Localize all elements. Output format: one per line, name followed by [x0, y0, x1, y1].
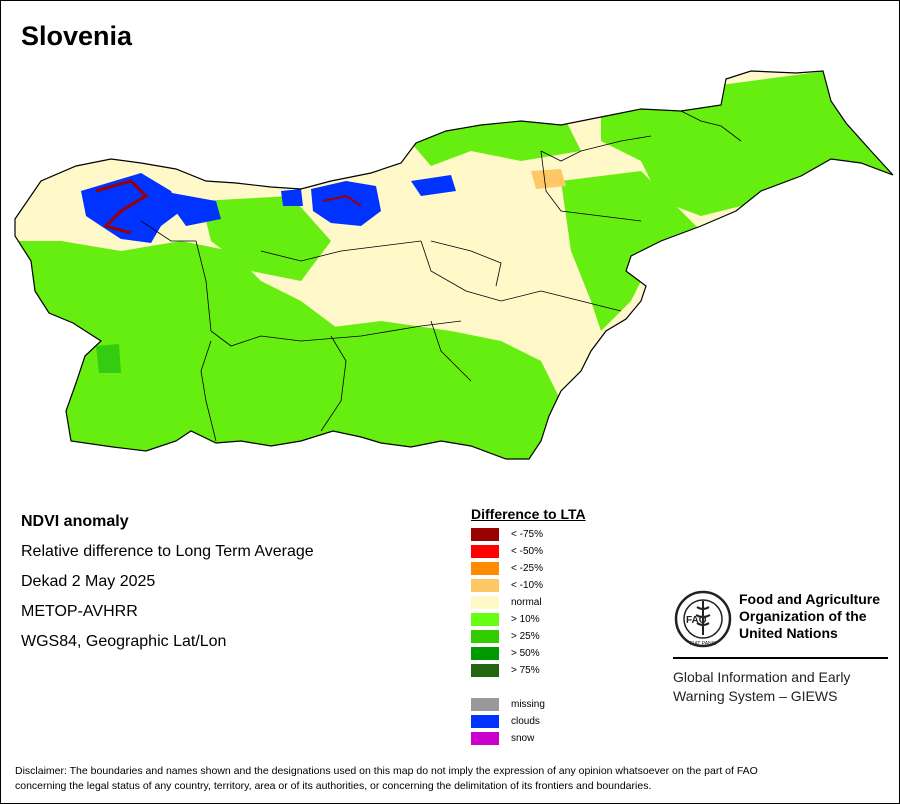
- legend-swatch: [471, 528, 499, 541]
- legend-label: missing: [511, 699, 545, 710]
- disclaimer: Disclaimer: The boundaries and names sho…: [15, 764, 885, 794]
- country-map: [14, 70, 894, 460]
- fao-logo-motto: FIAT PANIS: [690, 641, 717, 647]
- legend-item: clouds: [471, 713, 586, 730]
- anomaly-streak-central: [322, 194, 362, 207]
- legend-label: < -25%: [511, 563, 543, 574]
- disclaimer-line2: concerning the legal status of any count…: [15, 780, 652, 792]
- legend-label: < -75%: [511, 529, 543, 540]
- giews-line2: Warning System – GIEWS: [673, 688, 838, 704]
- fao-org-line2: Organization of the: [739, 608, 867, 624]
- fao-org-line1: Food and Agriculture: [739, 591, 881, 607]
- legend-swatch: [471, 579, 499, 592]
- legend-item: > 25%: [471, 628, 586, 645]
- legend-label: < -50%: [511, 546, 543, 557]
- legend-item: normal: [471, 594, 586, 611]
- legend-swatch: [471, 647, 499, 660]
- region-boundaries: [140, 110, 742, 442]
- ndvi-secondary-patch: [96, 344, 121, 373]
- legend-label: < -10%: [511, 580, 543, 591]
- legend-item: snow: [471, 730, 586, 747]
- legend-items: < -75% < -50% < -25% < -10% normal > 10% > 25%…: [471, 526, 586, 679]
- legend: Difference to LTA < -75% < -50% < -25% < -1…: [471, 506, 586, 747]
- cloud-patch-north: [161, 191, 221, 226]
- ndvi-green-south: [301, 321, 561, 459]
- fao-logo: FAO FIAT PANIS: [674, 590, 732, 648]
- info-panel: NDVI anomaly Relative difference to Long…: [21, 511, 314, 661]
- info-heading: NDVI anomaly: [21, 513, 129, 530]
- legend-swatch: [471, 732, 499, 745]
- legend-swatch: [471, 715, 499, 728]
- legend-swatch: [471, 664, 499, 677]
- legend-item: < -75%: [471, 526, 586, 543]
- anomaly-streak-west: [95, 179, 149, 235]
- legend-item: < -10%: [471, 577, 586, 594]
- legend-item: > 10%: [471, 611, 586, 628]
- ndvi-green-north: [401, 111, 581, 166]
- info-projection: WGS84, Geographic Lat/Lon: [21, 633, 227, 650]
- legend-swatch: [471, 630, 499, 643]
- legend-swatch: [471, 596, 499, 609]
- ndvi-green-east: [561, 171, 701, 331]
- info-sensor: METOP-AVHRR: [21, 603, 138, 620]
- legend-label: normal: [511, 597, 542, 608]
- legend-label: > 10%: [511, 614, 540, 625]
- legend-item: > 75%: [471, 662, 586, 679]
- giews-name: Global Information and Early Warning Sys…: [673, 668, 850, 706]
- legend-swatch: [471, 562, 499, 575]
- fao-org-name: Food and Agriculture Organization of the…: [739, 591, 880, 642]
- legend-item: missing: [471, 696, 586, 713]
- info-subtitle: Relative difference to Long Term Average: [21, 543, 314, 560]
- legend-extra-items: missing clouds snow: [471, 696, 586, 747]
- fao-divider: [673, 657, 888, 659]
- legend-label: clouds: [511, 716, 540, 727]
- legend-swatch: [471, 613, 499, 626]
- cloud-patch-small: [281, 189, 303, 206]
- cloud-patch-east: [411, 175, 456, 196]
- giews-line1: Global Information and Early: [673, 669, 851, 685]
- fao-logo-text: FAO: [686, 615, 707, 626]
- legend-item: < -25%: [471, 560, 586, 577]
- legend-label: snow: [511, 733, 535, 744]
- country-outline: [14, 70, 894, 460]
- map-title: Slovenia: [21, 21, 133, 51]
- legend-title: Difference to LTA: [471, 506, 586, 522]
- legend-swatch: [471, 545, 499, 558]
- fao-org-line3: United Nations: [739, 625, 838, 641]
- cloud-patch-central: [311, 181, 381, 226]
- legend-item: > 50%: [471, 645, 586, 662]
- legend-label: > 75%: [511, 665, 540, 676]
- legend-swatch: [471, 698, 499, 711]
- legend-label: > 50%: [511, 648, 540, 659]
- legend-item: < -50%: [471, 543, 586, 560]
- disclaimer-line1: Disclaimer: The boundaries and names sho…: [15, 765, 758, 777]
- anomaly-patch-orange: [531, 169, 566, 189]
- info-period: Dekad 2 May 2025: [21, 573, 156, 590]
- legend-label: > 25%: [511, 631, 540, 642]
- ndvi-green-central: [201, 196, 331, 281]
